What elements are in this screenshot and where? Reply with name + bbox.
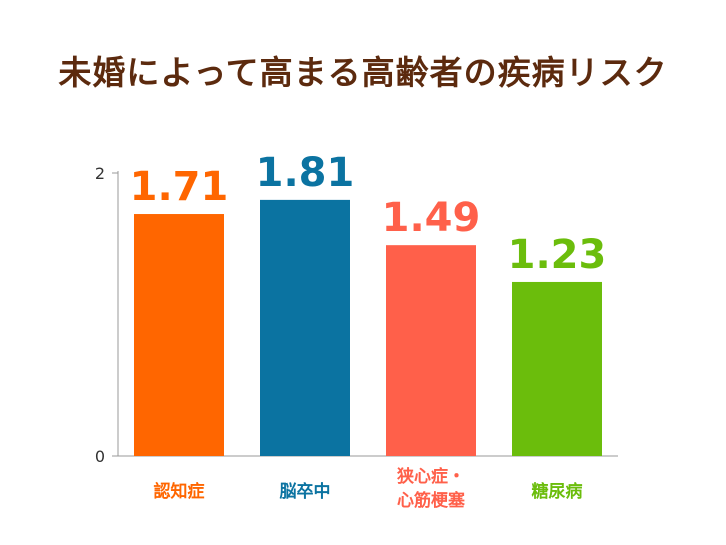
bar xyxy=(260,199,350,456)
category-label-line: 認知症 xyxy=(154,481,205,502)
bar xyxy=(134,214,224,456)
value-label: 1.81 xyxy=(256,150,355,196)
y-axis-ticks: 02 xyxy=(95,164,118,466)
category-label: 糖尿病 xyxy=(532,481,583,502)
category-label: 狭心症・心筋梗塞 xyxy=(396,466,466,511)
category-labels: 認知症 脳卒中 狭心症・心筋梗塞 糖尿病 xyxy=(154,466,583,511)
category-label-line: 狭心症・ xyxy=(396,466,465,487)
bar xyxy=(512,281,602,456)
value-label: 1.71 xyxy=(130,164,229,210)
y-tick-label: 2 xyxy=(95,164,105,183)
value-label: 1.23 xyxy=(508,232,607,278)
category-label: 認知症 xyxy=(154,481,205,502)
chart-bars xyxy=(134,199,602,456)
category-label: 脳卒中 xyxy=(280,481,331,502)
chart-title: 未婚によって高まる高齢者の疾病リスク xyxy=(58,53,668,92)
category-label-line: 糖尿病 xyxy=(532,481,583,502)
y-tick-label: 0 xyxy=(95,447,105,466)
bar xyxy=(386,245,476,456)
value-label: 1.49 xyxy=(382,195,481,241)
category-label-line: 脳卒中 xyxy=(280,481,331,502)
category-label-line: 心筋梗塞 xyxy=(397,490,466,511)
value-labels: 1.71 1.81 1.49 1.23 xyxy=(130,150,607,278)
